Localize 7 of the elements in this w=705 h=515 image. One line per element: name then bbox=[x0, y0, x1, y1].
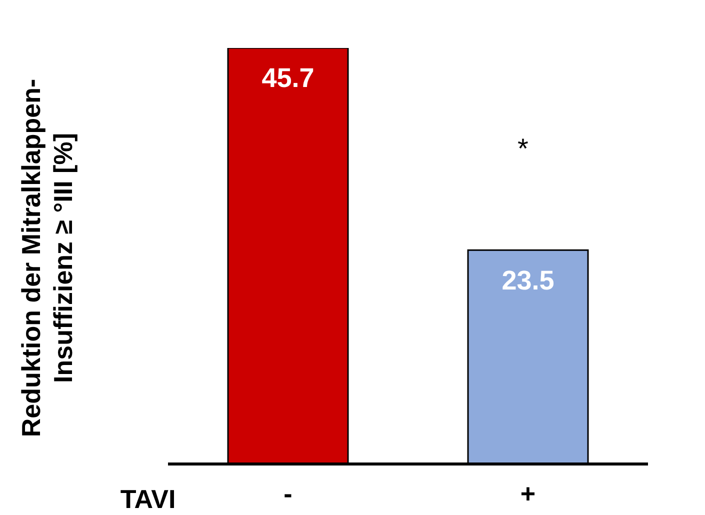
data-label: 45.7 bbox=[262, 63, 314, 94]
x-tick-label: + bbox=[520, 478, 536, 508]
x-axis-title: TAVI bbox=[120, 484, 176, 514]
data-label: 23.5 bbox=[502, 265, 554, 296]
y-axis-title: Reduktion der Mitralklappen- Insuffizienz ≥ °III [%] bbox=[16, 78, 78, 438]
x-tick-label: - bbox=[284, 478, 292, 508]
annotation: * bbox=[518, 133, 529, 164]
